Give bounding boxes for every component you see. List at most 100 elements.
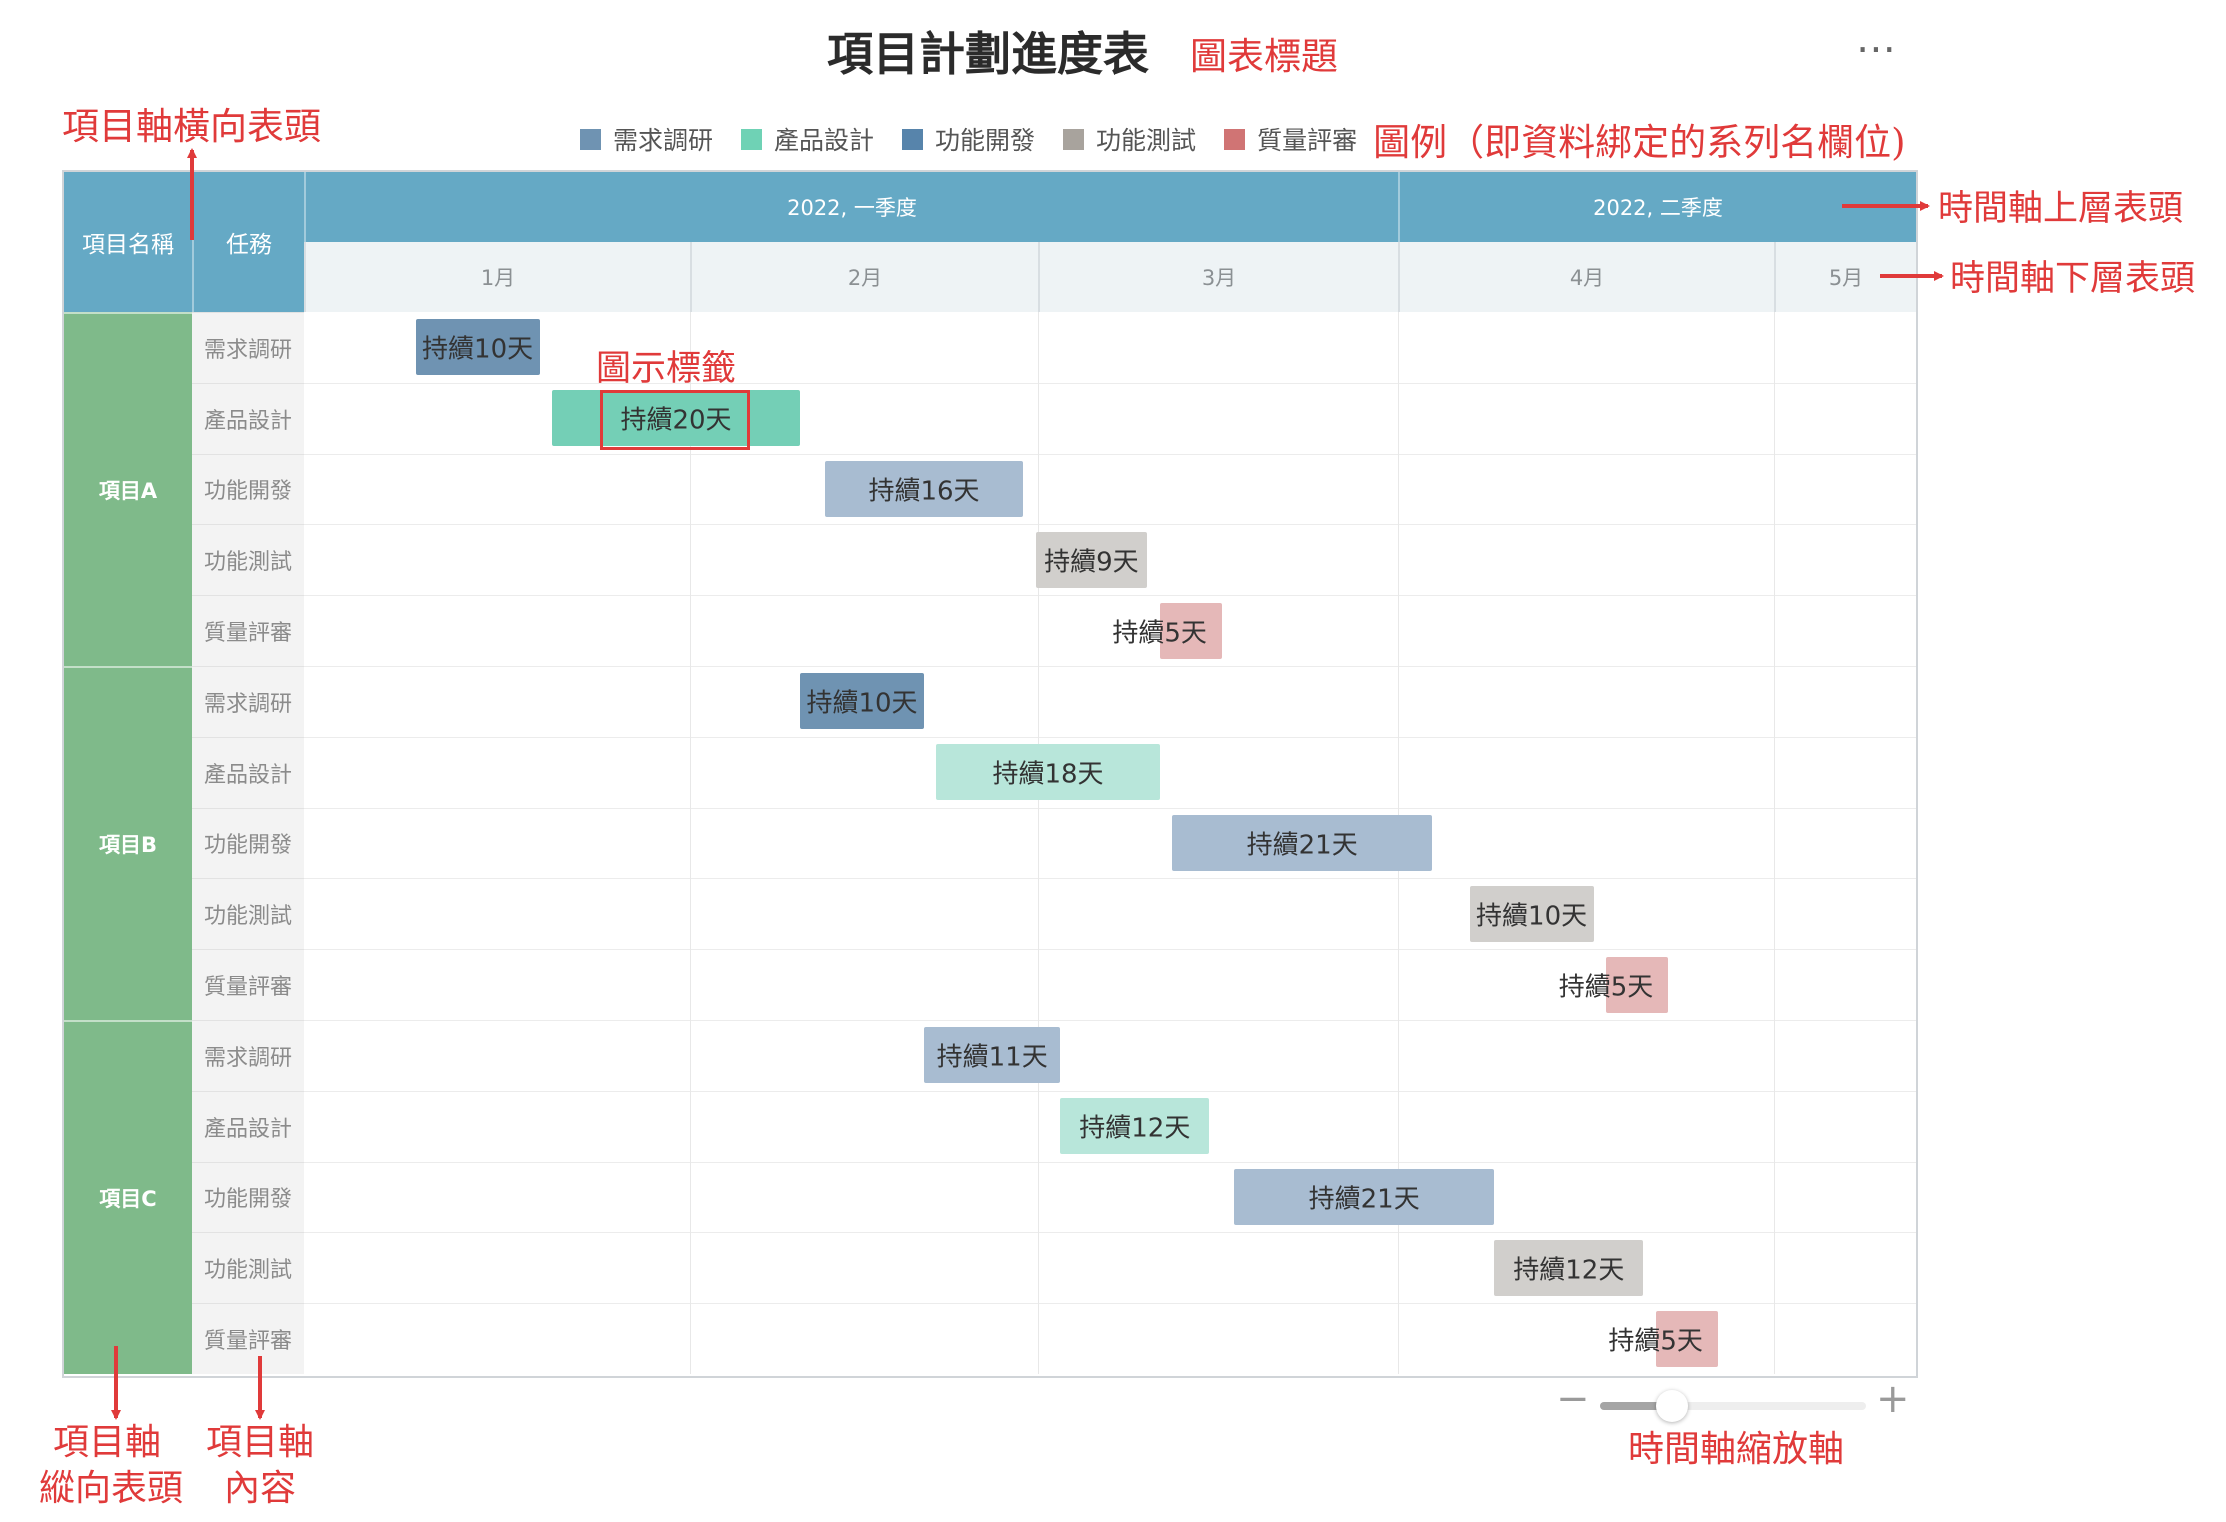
legend-swatch [741, 128, 763, 150]
task-cell: 功能開發 [192, 807, 304, 879]
gantt-bar-label: 持續10天 [806, 688, 918, 719]
annotation-time-upper-header: 時間軸上層表頭 [1938, 189, 2184, 229]
legend-label: 質量評審 [1257, 126, 1358, 155]
grid-row-line [304, 878, 1916, 880]
task-cell: 質量評審 [192, 949, 304, 1020]
header-task: 任務 [192, 172, 304, 312]
gantt-bar[interactable] [824, 461, 1024, 517]
task-cell: 功能測試 [192, 524, 304, 596]
header-month-apr: 4月 [1398, 242, 1774, 312]
grid-row-line [304, 807, 1916, 809]
legend-label: 功能開發 [935, 126, 1036, 155]
gantt-bar[interactable] [1060, 1098, 1210, 1155]
task-cell: 產品設計 [192, 736, 304, 808]
legend-item-design[interactable]: 產品設計 [741, 121, 874, 157]
zoom-track[interactable] [1600, 1402, 1866, 1410]
grid-row-line [304, 382, 1916, 384]
grid-row-line [304, 1161, 1916, 1163]
gantt-bar[interactable] [552, 390, 800, 447]
header-project-name: 項目名稱 [64, 172, 192, 312]
gantt-bar-label: 持續16天 [868, 476, 980, 507]
gantt-bar-label: 持續5天 [1608, 1326, 1703, 1357]
grid-month-line [1038, 312, 1039, 1374]
task-cell: 功能測試 [192, 1232, 304, 1304]
project-c-cell: 項目C [64, 1020, 192, 1374]
grid-row-line [304, 524, 1916, 526]
annotation-legend: 圖例（即資料綁定的系列名欄位) [1373, 121, 1906, 164]
legend-label: 產品設計 [774, 126, 875, 155]
gantt-bar-label: 持續9天 [1044, 547, 1139, 578]
legend-swatch [580, 128, 601, 150]
task-cell: 需求調研 [192, 312, 304, 383]
annotation-line: 內容 [223, 1468, 296, 1509]
grid-month-line [690, 312, 691, 1374]
gantt-bar[interactable] [1159, 602, 1222, 659]
more-options-icon[interactable]: ⋯ [1856, 26, 1898, 72]
grid-row-line [304, 453, 1916, 455]
grid-month-line [1774, 312, 1775, 1374]
grid-row-line [304, 666, 1916, 667]
zoom-handle[interactable] [1655, 1390, 1688, 1422]
gantt-bar[interactable] [1234, 1169, 1495, 1225]
legend-swatch [902, 128, 924, 150]
gantt-bar-label: 持續11天 [936, 1042, 1048, 1073]
gantt-bar[interactable] [924, 1027, 1061, 1084]
gantt-bar-label: 持續12天 [1079, 1113, 1191, 1144]
legend-item-research[interactable]: 需求調研 [580, 121, 713, 157]
grid-row-line [304, 736, 1916, 738]
annotation-line: 縱向表頭 [38, 1468, 183, 1509]
gantt-bar[interactable] [415, 319, 540, 376]
gantt-bar-label: 持續18天 [992, 759, 1104, 790]
gantt-bar[interactable] [1469, 885, 1594, 942]
task-cell: 功能測試 [192, 878, 304, 950]
annotation-chart-title: 圖表標題 [1190, 35, 1338, 78]
gantt-bar[interactable] [1606, 956, 1668, 1013]
gantt-bar[interactable] [800, 673, 924, 730]
grid-row-line [304, 1090, 1916, 1092]
header-quarter-1: 2022, 一季度 [304, 172, 1398, 242]
grid-row-line [304, 1303, 1916, 1305]
legend-swatch [1224, 128, 1246, 150]
annotation-time-lower-header: 時間軸下層表頭 [1950, 259, 2196, 299]
gantt-bar-label: 持續21天 [1308, 1184, 1420, 1215]
grid-row-line [304, 1232, 1916, 1234]
time-zoom-axis: − + [1556, 1376, 1916, 1428]
zoom-in-icon[interactable]: + [1876, 1376, 1910, 1422]
gantt-bar-label: 持續5天 [1112, 618, 1207, 649]
zoom-range-fill [1600, 1402, 1672, 1410]
annotation-line: 項目軸 [205, 1422, 314, 1463]
task-cell: 功能開發 [192, 1161, 304, 1233]
project-b-cell: 項目B [64, 666, 192, 1020]
gantt-bar[interactable] [1172, 815, 1433, 871]
gantt-bar-label: 持續20天 [620, 405, 732, 436]
header-month-jan: 1月 [304, 242, 690, 312]
icon-label-highlight-box [600, 390, 750, 450]
task-cell: 質量評審 [192, 595, 304, 666]
legend-item-development[interactable]: 功能開發 [902, 121, 1035, 157]
chart-title: 項目計劃進度表 [827, 27, 1149, 81]
legend-label: 功能測試 [1096, 126, 1197, 155]
legend-swatch [1063, 128, 1085, 150]
gantt-bar-label: 持續21天 [1246, 830, 1358, 861]
project-a-cell: 項目A [64, 312, 192, 666]
zoom-out-icon[interactable]: − [1556, 1376, 1590, 1422]
gantt-bar[interactable] [1494, 1239, 1644, 1296]
gantt-bar-label: 持續12天 [1513, 1255, 1625, 1286]
annotation-line: 項目軸 [52, 1422, 161, 1463]
gantt-bar-label: 持續10天 [422, 334, 534, 365]
legend-item-testing[interactable]: 功能測試 [1063, 121, 1196, 157]
gantt-bar[interactable] [1655, 1310, 1718, 1367]
task-cell: 需求調研 [192, 1020, 304, 1091]
gantt-chart: 項目名稱 任務 2022, 一季度 2022, 二季度 1月 2月 3月 4月 … [62, 170, 1918, 1378]
gantt-bar[interactable] [936, 744, 1160, 801]
annotation-time-zoom-axis: 時間軸縮放軸 [1628, 1429, 1845, 1470]
gantt-bar-label: 持續5天 [1558, 972, 1654, 1003]
annotation-icon-label: 圖示標籤 [596, 349, 737, 389]
legend-item-review[interactable]: 質量評審 [1224, 121, 1357, 157]
grid-row-line [304, 949, 1916, 951]
header-month-mar: 3月 [1038, 242, 1398, 312]
task-cell: 質量評審 [192, 1303, 304, 1374]
gantt-bar[interactable] [1035, 531, 1148, 588]
annotation-proj-axis-content: 項目軸 內容 [200, 1420, 320, 1512]
